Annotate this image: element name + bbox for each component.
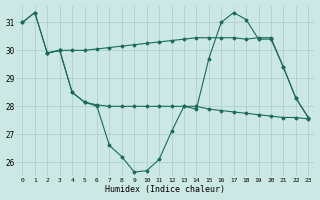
X-axis label: Humidex (Indice chaleur): Humidex (Indice chaleur) — [105, 185, 225, 194]
